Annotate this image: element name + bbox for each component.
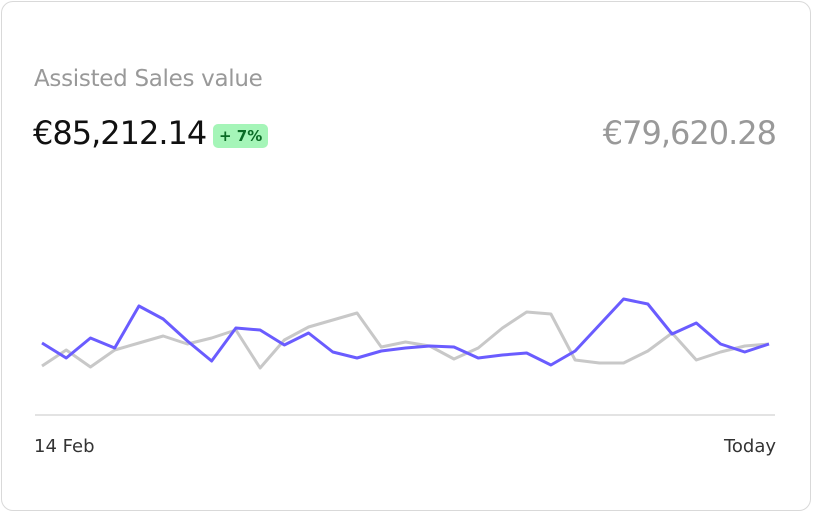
previous-period-line xyxy=(41,310,770,370)
current-period-line xyxy=(41,297,770,367)
current-value: €85,212.14 xyxy=(33,114,207,152)
x-label-start: 14 Feb xyxy=(34,436,95,457)
card-title: Assisted Sales value xyxy=(34,66,263,92)
previous-value: €79,620.28 xyxy=(602,114,777,152)
change-badge: + 7% xyxy=(213,124,269,148)
x-label-end: Today xyxy=(723,436,776,457)
